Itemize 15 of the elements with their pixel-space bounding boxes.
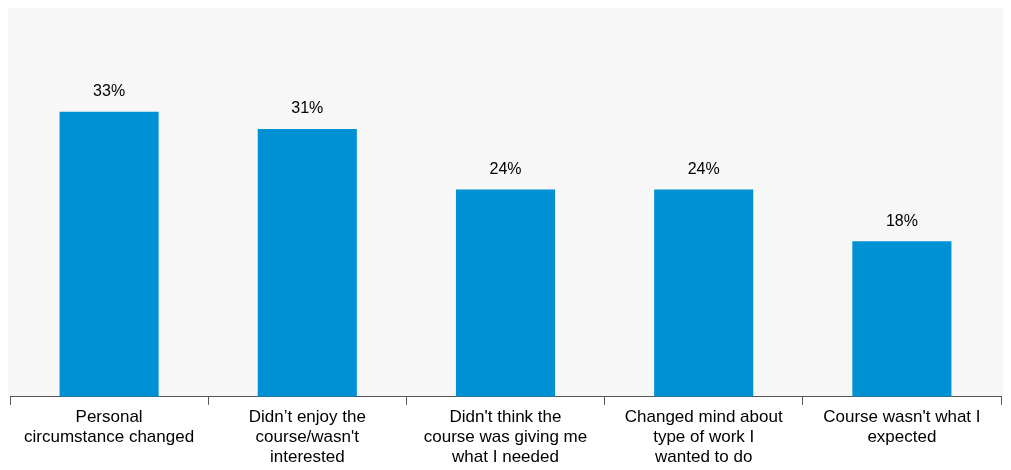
data-label: 18% xyxy=(885,211,918,229)
x-tick-label: Personal circumstance changed xyxy=(24,406,195,447)
data-label: 24% xyxy=(489,159,522,177)
x-tick-label: Course wasn't what I expected xyxy=(823,406,981,447)
data-label: 24% xyxy=(687,159,720,177)
x-tick-label: Didn’t enjoy the course/wasn't interested xyxy=(248,406,366,467)
bar xyxy=(59,111,159,397)
x-tick-label: Didn't think the course was giving me what I needed xyxy=(423,406,588,467)
data-label: 33% xyxy=(93,82,126,100)
data-label: 31% xyxy=(291,99,324,117)
bar xyxy=(654,189,754,397)
bar xyxy=(455,189,556,397)
bar xyxy=(852,241,952,397)
x-tick-label: Changed mind about type of work I wanted to do xyxy=(624,406,783,467)
bar xyxy=(257,128,357,397)
